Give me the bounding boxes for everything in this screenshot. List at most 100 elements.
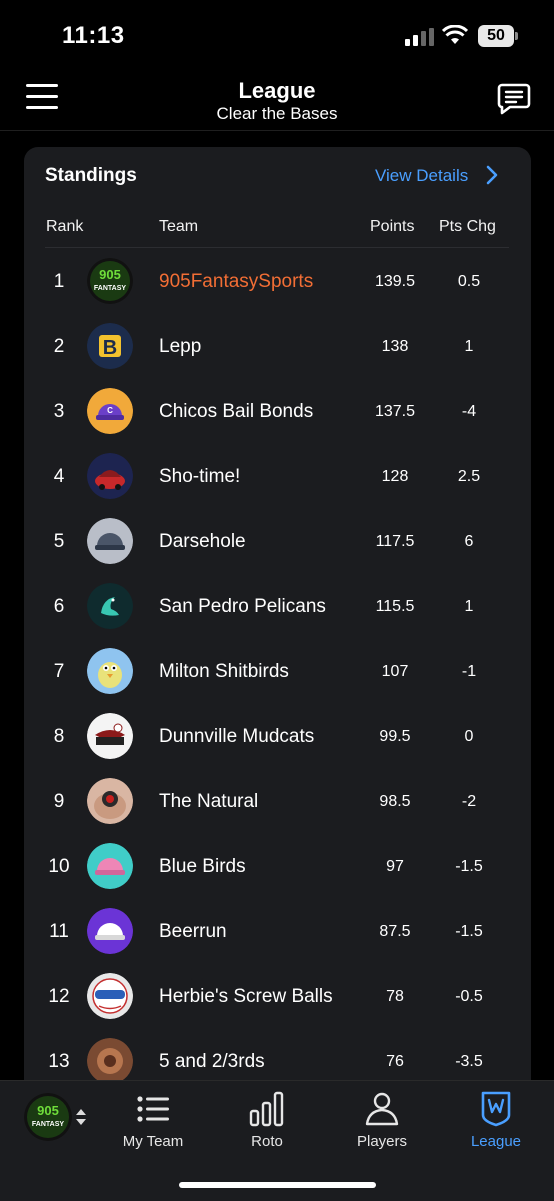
- standings-row[interactable]: 12 Herbie's Screw Balls 78 -0.5: [24, 964, 531, 1029]
- team-rank: 2: [53, 336, 65, 357]
- team-points: 76: [386, 1053, 404, 1070]
- team-rank: 3: [53, 401, 65, 422]
- team-points: 115.5: [375, 598, 415, 615]
- team-name[interactable]: Darsehole: [159, 531, 246, 552]
- standings-row[interactable]: 2 B Lepp 138 1: [24, 314, 531, 379]
- team-points: 107: [381, 663, 409, 680]
- list-icon: [137, 1096, 169, 1122]
- tab-label: Players: [356, 1133, 408, 1150]
- standings-row[interactable]: 9 The Natural 98.5 -2: [24, 769, 531, 834]
- team-name[interactable]: Chicos Bail Bonds: [159, 401, 314, 422]
- person-icon: [365, 1092, 399, 1126]
- team-points: 99.5: [379, 728, 411, 745]
- team-switcher-avatar[interactable]: 905 FANTASY: [24, 1093, 72, 1141]
- standings-row[interactable]: 7 Milton Shitbirds 107 -1: [24, 639, 531, 704]
- svg-text:B: B: [103, 337, 117, 359]
- view-details-link[interactable]: View Details: [375, 166, 469, 185]
- chat-icon[interactable]: [496, 82, 532, 116]
- team-name[interactable]: 905FantasySports: [159, 271, 314, 292]
- svg-text:C: C: [107, 406, 113, 415]
- team-pts-chg: -0.5: [455, 988, 483, 1005]
- standings-row[interactable]: 3 C Chicos Bail Bonds 137.5 -4: [24, 379, 531, 444]
- team-points: 98.5: [379, 793, 411, 810]
- team-name[interactable]: Sho-time!: [159, 466, 241, 487]
- team-rank: 12: [48, 986, 70, 1007]
- team-pts-chg: 1: [464, 598, 474, 615]
- team-rank: 4: [53, 466, 65, 487]
- team-points: 139.5: [374, 273, 416, 290]
- team-points: 128: [381, 468, 409, 485]
- status-bar: 11:13 50: [0, 0, 554, 70]
- hamburger-menu-icon[interactable]: [26, 84, 58, 112]
- standings-row[interactable]: 6 San Pedro Pelicans 115.5 1: [24, 574, 531, 639]
- team-pts-chg: -4: [461, 403, 477, 420]
- standings-row[interactable]: 11 Beerrun 87.5 -1.5: [24, 899, 531, 964]
- shield-icon: [481, 1091, 511, 1127]
- team-rank: 10: [48, 856, 70, 877]
- tab-label: League: [470, 1133, 522, 1150]
- team-rank: 11: [49, 921, 69, 942]
- team-pts-chg: 2.5: [457, 468, 481, 485]
- team-name[interactable]: Dunnville Mudcats: [159, 726, 315, 747]
- team-pts-chg: -2: [461, 793, 477, 810]
- team-rank: 1: [53, 271, 65, 292]
- purple-cap-logo: C: [87, 388, 133, 434]
- column-header-points[interactable]: Points: [370, 218, 415, 235]
- pink-cap-logo: [87, 843, 133, 889]
- standings-row[interactable]: 1 905 FANTASY 905FantasySports 139.5 0.5: [24, 249, 531, 314]
- standings-row[interactable]: 8 Dunnville Mudcats 99.5 0: [24, 704, 531, 769]
- team-name[interactable]: San Pedro Pelicans: [159, 596, 326, 617]
- team-points: 97: [386, 858, 404, 875]
- battery-indicator: 50: [478, 25, 518, 47]
- team-name[interactable]: Milton Shitbirds: [159, 661, 289, 682]
- team-name[interactable]: Beerrun: [159, 921, 227, 942]
- team-pts-chg: 1: [464, 338, 474, 355]
- standings-row[interactable]: 10 Blue Birds 97 -1.5: [24, 834, 531, 899]
- standings-title: Standings: [45, 165, 137, 186]
- team-pts-chg: 6: [464, 533, 474, 550]
- header-divider: [45, 247, 509, 248]
- standings-row[interactable]: 5 Darsehole 117.5 6: [24, 509, 531, 574]
- team-pts-chg: 0: [464, 728, 474, 745]
- screwballs-logo: [87, 973, 133, 1019]
- team-name[interactable]: The Natural: [159, 791, 259, 812]
- letter-b-logo: B: [87, 323, 133, 369]
- red-car-logo: [87, 453, 133, 499]
- sort-arrows-icon[interactable]: [74, 1107, 88, 1127]
- team-rank: 6: [53, 596, 65, 617]
- team-points: 117.5: [375, 533, 415, 550]
- bar-chart-icon: [249, 1091, 284, 1127]
- tab-label: My Team: [122, 1133, 184, 1150]
- team-rank: 7: [53, 661, 65, 682]
- signal-icon: [405, 28, 434, 46]
- team-name[interactable]: Herbie's Screw Balls: [159, 986, 333, 1007]
- bronze-ring-logo: [87, 1038, 133, 1084]
- team-pts-chg: -1: [461, 663, 477, 680]
- cartoon-bird-logo: [87, 648, 133, 694]
- svg-text:905: 905: [99, 267, 121, 282]
- standings-card: Standings View Details Rank Team Points …: [24, 147, 531, 1107]
- column-header-pts-chg[interactable]: Pts Chg: [439, 218, 496, 235]
- status-time: 11:13: [62, 22, 125, 49]
- team-name[interactable]: 5 and 2/3rds: [159, 1051, 265, 1072]
- team-name[interactable]: Blue Birds: [159, 856, 246, 877]
- app-header: League Clear the Bases: [0, 70, 554, 131]
- standings-row[interactable]: 13 5 and 2/3rds 76 -3.5: [24, 1029, 531, 1094]
- team-rank: 5: [53, 531, 65, 552]
- column-header-rank: Rank: [46, 218, 84, 235]
- team-pts-chg: -1.5: [455, 923, 483, 940]
- team-name[interactable]: Lepp: [159, 336, 202, 357]
- svg-text:FANTASY: FANTASY: [32, 1121, 64, 1128]
- tab-label: Roto: [251, 1133, 283, 1150]
- team-points: 137.5: [374, 403, 416, 420]
- home-indicator[interactable]: [179, 1182, 376, 1188]
- mudcats-logo: [87, 713, 133, 759]
- team-rank: 9: [53, 791, 65, 812]
- 905-fantasy-logo: 905 FANTASY: [87, 258, 133, 304]
- standings-row[interactable]: 4 Sho-time! 128 2.5: [24, 444, 531, 509]
- white-cap-purple-logo: [87, 908, 133, 954]
- wifi-icon: [442, 25, 468, 44]
- ring-photo-logo: [87, 778, 133, 824]
- chevron-right-icon[interactable]: [485, 165, 499, 185]
- column-header-team: Team: [159, 218, 199, 235]
